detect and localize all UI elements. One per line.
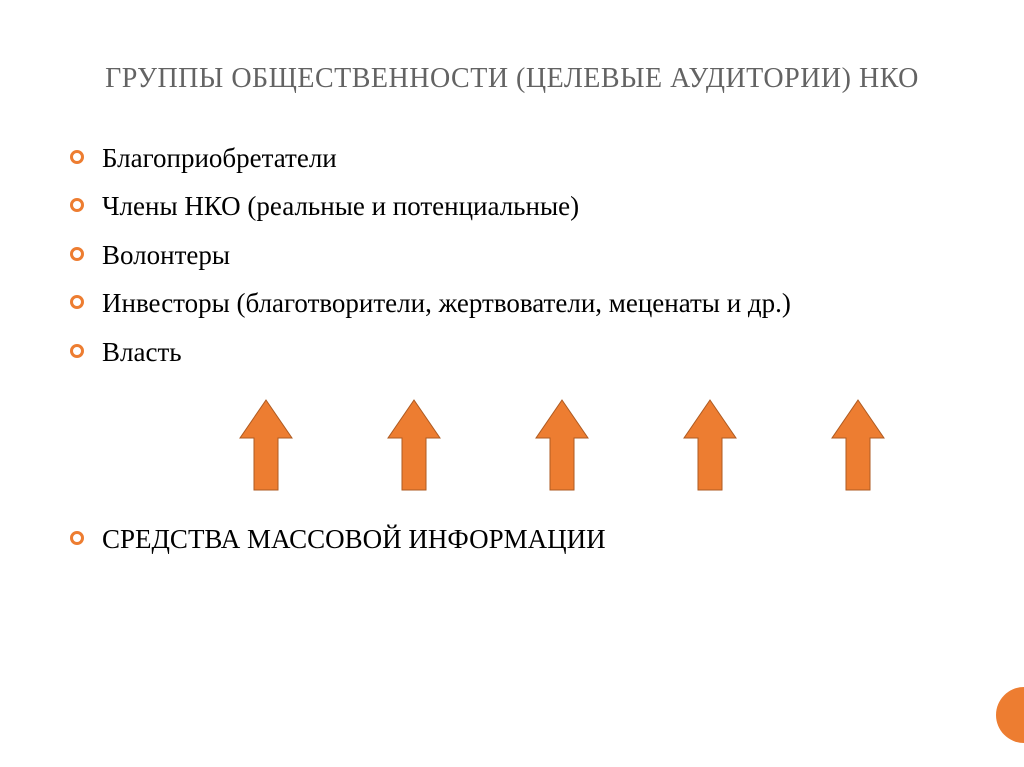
bullet-text: СРЕДСТВА МАССОВОЙ ИНФОРМАЦИИ — [102, 521, 606, 557]
up-arrow-icon — [384, 398, 444, 493]
bullet-text: Волонтеры — [102, 237, 230, 273]
slide-title: ГРУППЫ ОБЩЕСТВЕННОСТИ (ЦЕЛЕВЫЕ АУДИТОРИИ… — [70, 60, 954, 98]
arrows-row — [170, 398, 954, 493]
bullet-icon — [70, 295, 84, 309]
list-item: Благоприобретатели — [70, 140, 954, 176]
bullet-text: Инвесторы (благотворители, жертвователи,… — [102, 285, 791, 321]
up-arrow-icon — [236, 398, 296, 493]
bullet-text: Благоприобретатели — [102, 140, 337, 176]
up-arrow-icon — [680, 398, 740, 493]
bullet-icon — [70, 150, 84, 164]
bullet-list-bottom: СРЕДСТВА МАССОВОЙ ИНФОРМАЦИИ — [70, 521, 954, 557]
bullet-icon — [70, 344, 84, 358]
list-item: СРЕДСТВА МАССОВОЙ ИНФОРМАЦИИ — [70, 521, 954, 557]
list-item: Инвесторы (благотворители, жертвователи,… — [70, 285, 954, 321]
bullet-icon — [70, 198, 84, 212]
list-item: Власть — [70, 334, 954, 370]
up-arrow-icon — [532, 398, 592, 493]
bullet-text: Члены НКО (реальные и потенциальные) — [102, 188, 579, 224]
bullet-list-top: Благоприобретатели Члены НКО (реальные и… — [70, 140, 954, 370]
list-item: Волонтеры — [70, 237, 954, 273]
bullet-icon — [70, 531, 84, 545]
bullet-text: Власть — [102, 334, 182, 370]
slide: ГРУППЫ ОБЩЕСТВЕННОСТИ (ЦЕЛЕВЫЕ АУДИТОРИИ… — [0, 0, 1024, 767]
bullet-icon — [70, 247, 84, 261]
decorative-circle — [996, 687, 1024, 743]
up-arrow-icon — [828, 398, 888, 493]
list-item: Члены НКО (реальные и потенциальные) — [70, 188, 954, 224]
